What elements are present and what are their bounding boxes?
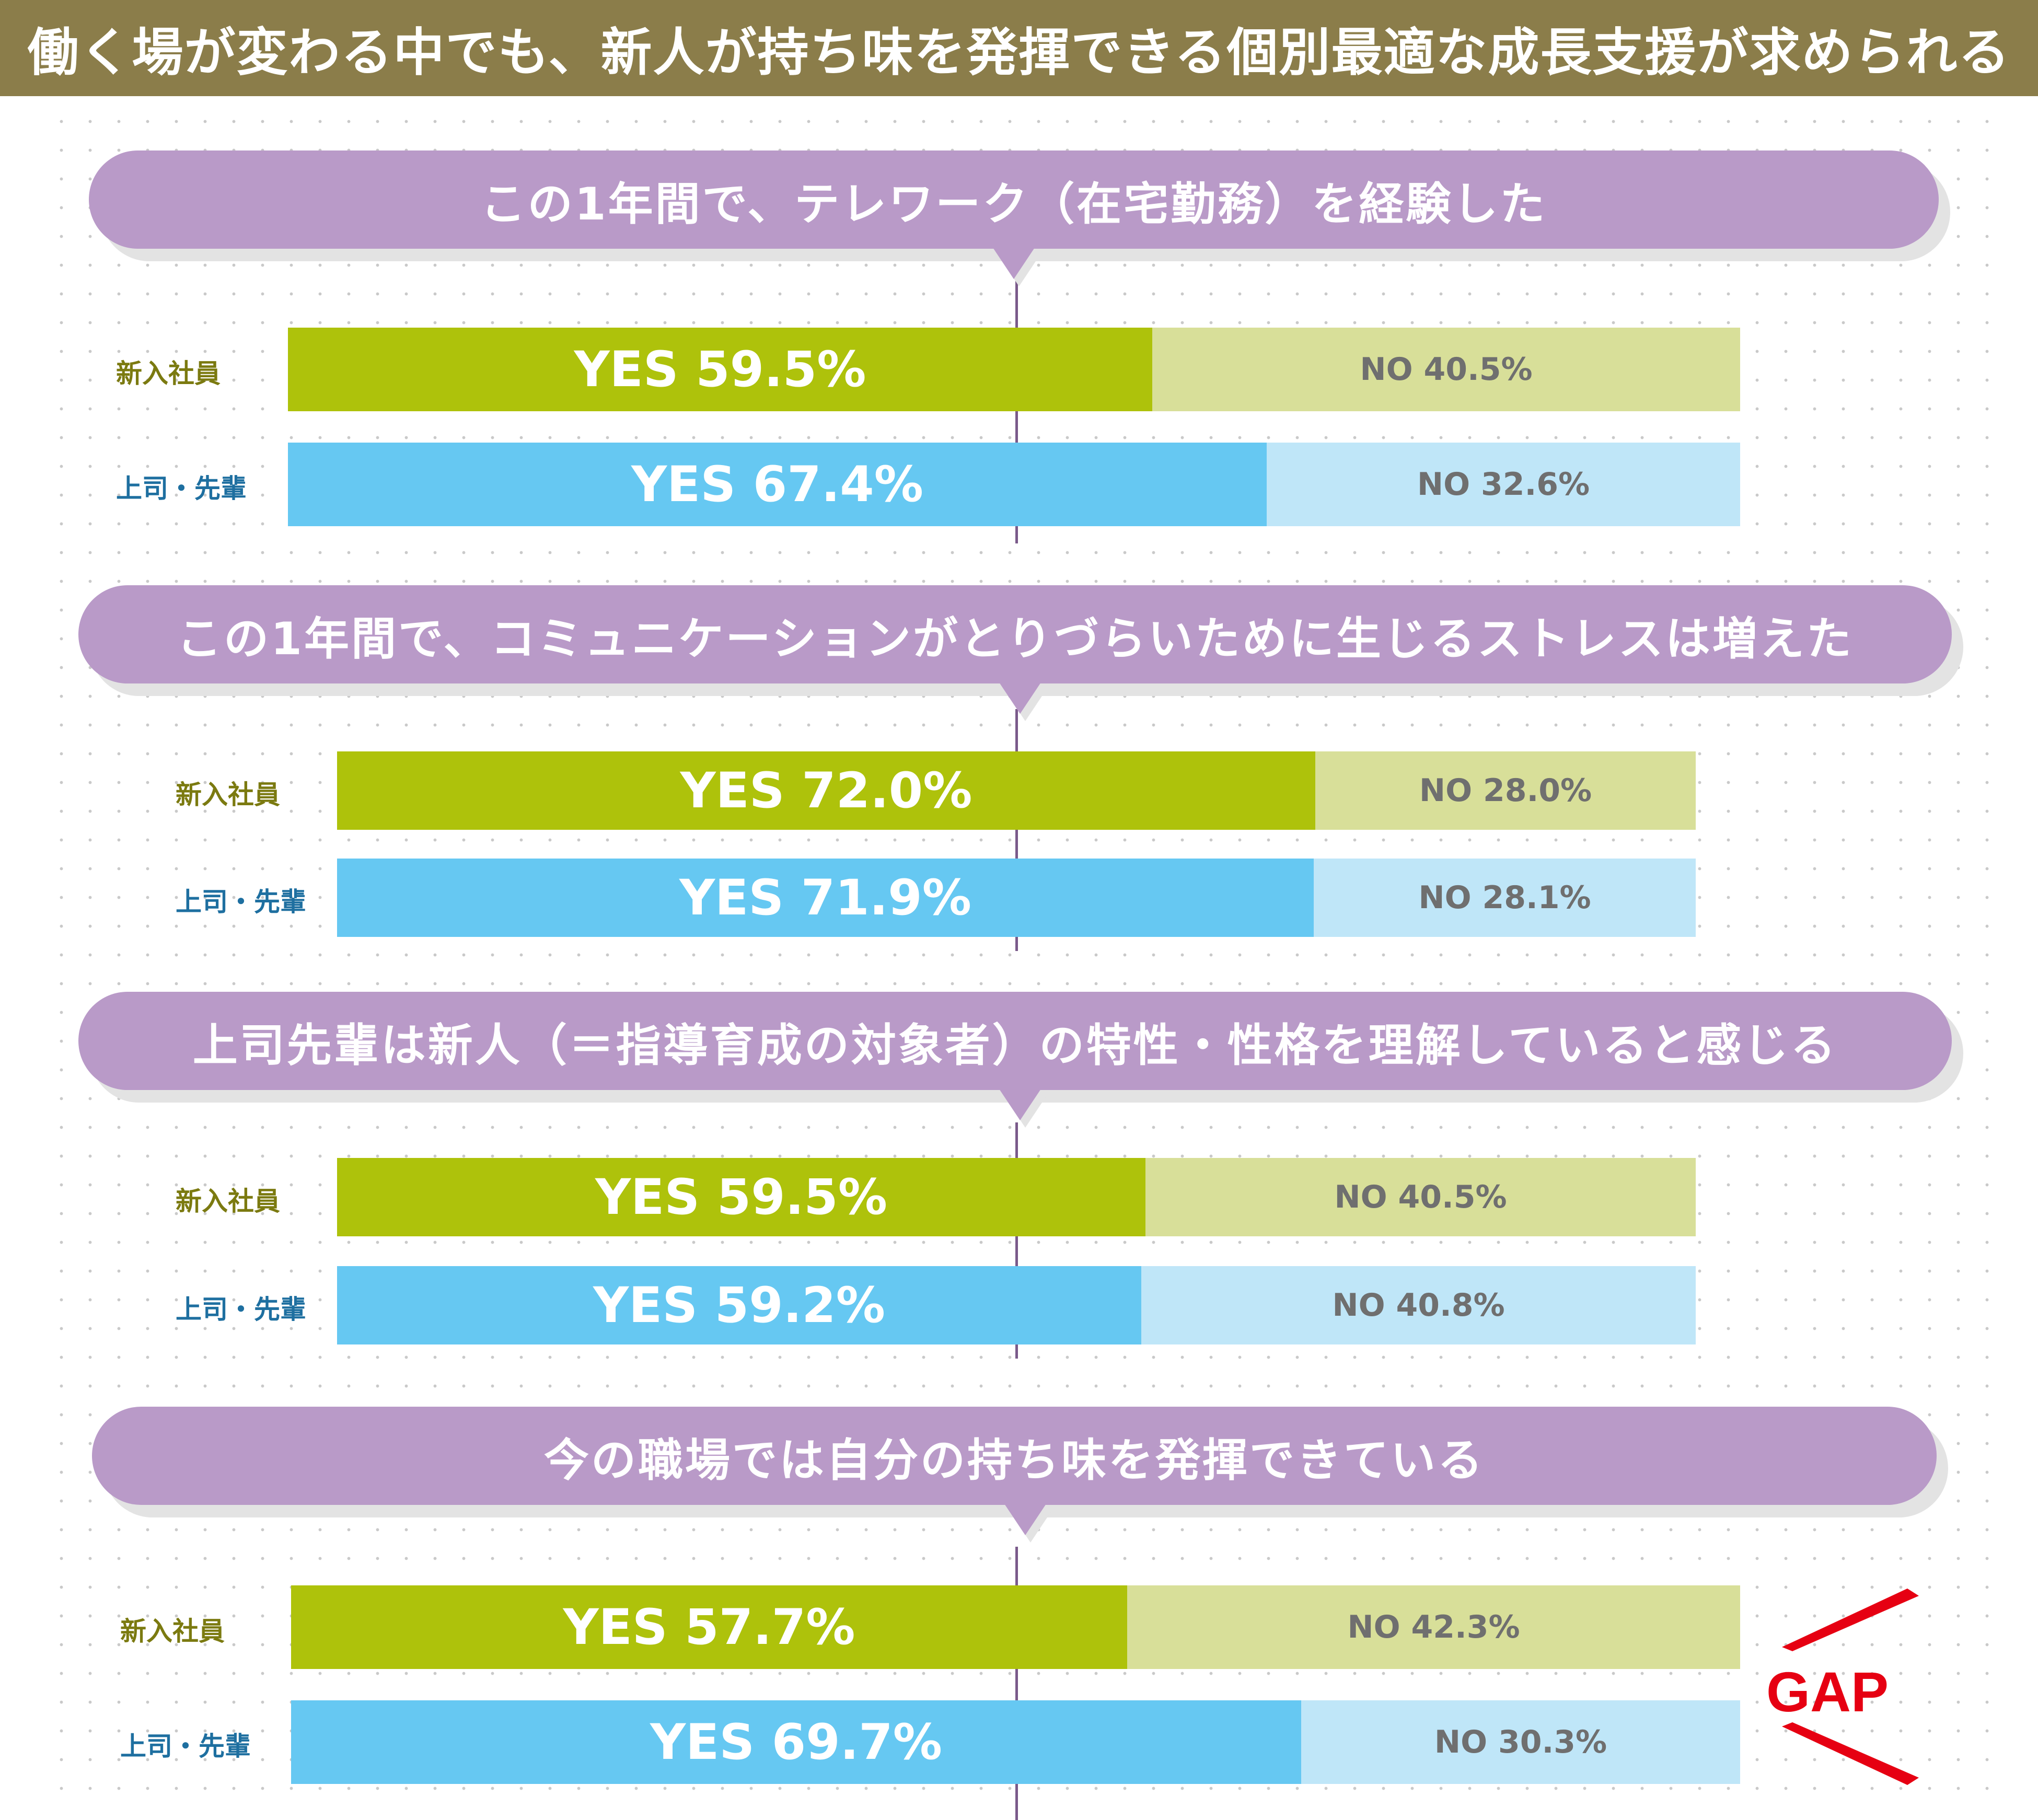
chart-1-bar-yes-senior: YES 67.4% bbox=[288, 443, 1267, 526]
chart-1-no-value-label: NO 32.6% bbox=[1417, 466, 1590, 503]
title-banner: 働く場が変わる中でも、新人が持ち味を発揮できる個別最適な成長支援が求められる bbox=[0, 0, 2038, 96]
chart-1-yes-value-label: YES 59.5% bbox=[574, 341, 866, 398]
gap-callout: GAP bbox=[1766, 1589, 1919, 1785]
chart-1-yes-value-label: YES 67.4% bbox=[631, 456, 923, 513]
chart-2-center-line bbox=[1015, 709, 1018, 951]
question-banner-1: この1年間で、テレワーク（在宅勤務）を経験した bbox=[89, 150, 1939, 249]
chart-3-yes-value-label: YES 59.5% bbox=[595, 1168, 887, 1226]
chart-2-yes-value-label: YES 72.0% bbox=[680, 762, 972, 819]
chart-2-bar-yes-senior: YES 71.9% bbox=[337, 859, 1314, 937]
chart-4-yes-value-label: YES 69.7% bbox=[650, 1713, 942, 1771]
chart-2-bar-no-newcomer: NO 28.0% bbox=[1315, 751, 1696, 830]
chart-3-center-line bbox=[1015, 1122, 1018, 1359]
chart-2-yes-value-label: YES 71.9% bbox=[679, 869, 971, 926]
chart-4-row-label-newcomer: 新入社員 bbox=[120, 1616, 225, 1647]
chart-3-yes-value-label: YES 59.2% bbox=[593, 1277, 885, 1334]
chart-1-no-value-label: NO 40.5% bbox=[1360, 351, 1533, 388]
chart-3-no-value-label: NO 40.5% bbox=[1334, 1179, 1507, 1215]
chart-4-bar-no-senior: NO 30.3% bbox=[1301, 1700, 1740, 1784]
chart-4-no-value-label: NO 30.3% bbox=[1434, 1724, 1607, 1760]
chart-2-bar-yes-newcomer: YES 72.0% bbox=[337, 751, 1315, 830]
chart-1-row-label-senior: 上司・先輩 bbox=[116, 473, 247, 504]
chart-1-bar-no-newcomer: NO 40.5% bbox=[1152, 328, 1740, 411]
question-pointer-3-icon bbox=[999, 1089, 1041, 1120]
chart-3-bar-yes-senior: YES 59.2% bbox=[337, 1266, 1141, 1344]
chart-3-no-value-label: NO 40.8% bbox=[1332, 1287, 1505, 1324]
chart-2-row-label-senior: 上司・先輩 bbox=[176, 887, 306, 917]
chart-1-row-label-newcomer: 新入社員 bbox=[116, 358, 221, 389]
chart-3-row-label-senior: 上司・先輩 bbox=[176, 1294, 306, 1325]
chart-2-no-value-label: NO 28.1% bbox=[1418, 879, 1591, 916]
chart-1-bar-yes-newcomer: YES 59.5% bbox=[288, 328, 1152, 411]
chart-3-row-label-newcomer: 新入社員 bbox=[176, 1186, 280, 1216]
question-pointer-2-icon bbox=[999, 682, 1041, 714]
chart-3-bar-yes-newcomer: YES 59.5% bbox=[337, 1158, 1145, 1236]
chart-2-bar-no-senior: NO 28.1% bbox=[1314, 859, 1696, 937]
question-pointer-4-icon bbox=[1004, 1504, 1046, 1535]
chart-1-center-line bbox=[1015, 281, 1018, 543]
question-banner-2: この1年間で、コミュニケーションがとりづらいために生じるストレスは増えた bbox=[78, 585, 1952, 683]
chart-4-no-value-label: NO 42.3% bbox=[1347, 1609, 1520, 1645]
chart-4-yes-value-label: YES 57.7% bbox=[563, 1598, 855, 1656]
chart-3-bar-no-newcomer: NO 40.5% bbox=[1145, 1158, 1696, 1236]
gap-lower-bracket-icon bbox=[1782, 1722, 1919, 1785]
chart-4-bar-yes-newcomer: YES 57.7% bbox=[291, 1585, 1127, 1669]
gap-upper-bracket-icon bbox=[1782, 1589, 1919, 1651]
chart-2-no-value-label: NO 28.0% bbox=[1419, 772, 1592, 809]
chart-4-center-line bbox=[1015, 1547, 1018, 1820]
page-title: 働く場が変わる中でも、新人が持ち味を発揮できる個別最適な成長支援が求められる bbox=[27, 23, 2011, 83]
chart-3-bar-no-senior: NO 40.8% bbox=[1141, 1266, 1696, 1344]
chart-4-row-label-senior: 上司・先輩 bbox=[120, 1731, 251, 1761]
chart-4-bar-no-newcomer: NO 42.3% bbox=[1127, 1585, 1740, 1669]
chart-2-row-label-newcomer: 新入社員 bbox=[176, 780, 280, 810]
question-pointer-1-icon bbox=[993, 248, 1035, 279]
chart-4-bar-yes-senior: YES 69.7% bbox=[291, 1700, 1301, 1784]
chart-1-bar-no-senior: NO 32.6% bbox=[1267, 443, 1740, 526]
gap-label: GAP bbox=[1766, 1660, 1889, 1723]
question-banner-4: 今の職場では自分の持ち味を発揮できている bbox=[92, 1407, 1937, 1505]
question-banner-3: 上司先輩は新人（＝指導育成の対象者）の特性・性格を理解していると感じる bbox=[78, 992, 1952, 1090]
